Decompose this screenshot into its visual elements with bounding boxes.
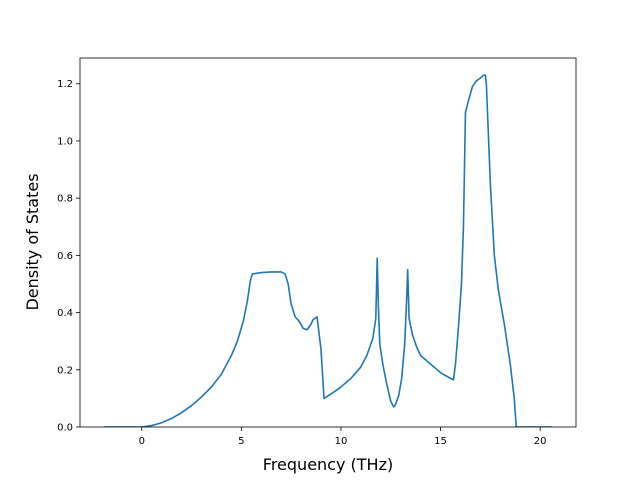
y-tick-label: 1.2: [57, 79, 73, 90]
y-axis-ticks: 0.0 0.2 0.4 0.6 0.8 1.0 1.2: [57, 79, 80, 434]
x-tick-label: 10: [335, 436, 348, 447]
x-axis-label: Frequency (THz): [263, 455, 393, 474]
x-tick-label: 20: [534, 436, 547, 447]
axes-frame: [79, 57, 577, 428]
x-tick-label: 0: [139, 436, 145, 447]
y-tick-label: 0.6: [57, 251, 73, 262]
series-line-0: [103, 74, 553, 427]
x-axis-ticks: 0 5 10 15 20: [139, 427, 547, 447]
x-tick-label: 5: [238, 436, 244, 447]
y-axis-label: Density of States: [23, 173, 42, 310]
x-tick-label: 15: [434, 436, 447, 447]
plot-area: [79, 57, 577, 428]
y-tick-label: 1.0: [57, 136, 73, 147]
y-tick-label: 0.2: [57, 365, 73, 376]
y-tick-label: 0.4: [57, 308, 73, 319]
y-tick-label: 0.8: [57, 194, 73, 205]
y-tick-label: 0.0: [57, 423, 73, 434]
